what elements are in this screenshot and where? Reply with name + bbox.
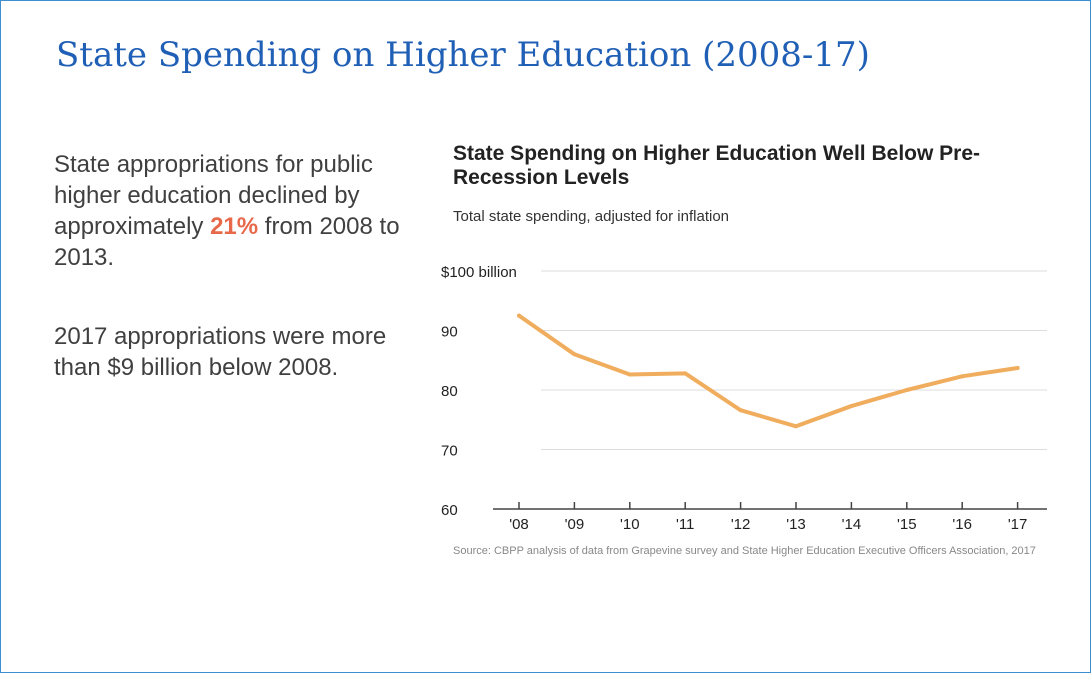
paragraph-appropriations-decline: State appropriations for public higher e… [54,149,426,273]
data-point [904,388,909,392]
x-tick-label: '14 [842,516,862,533]
x-tick-label: '09 [565,516,585,533]
x-tick-label: '13 [786,516,806,533]
x-tick-label: '10 [620,516,640,533]
x-tick-label: '08 [509,516,529,533]
data-point [627,372,632,377]
slide-title: State Spending on Higher Education (2008… [56,35,870,75]
data-point [683,371,688,376]
x-tick-label: '16 [952,516,972,533]
data-point [960,374,965,379]
data-point [794,424,798,429]
data-point [517,313,521,318]
data-point [849,404,854,409]
x-tick-label: '11 [676,516,694,533]
chart-source: Source: CBPP analysis of data from Grape… [453,545,1036,557]
data-point [572,352,577,357]
y-tick-label: 90 [441,324,458,341]
x-tick-label: '15 [897,516,917,533]
data-point [1015,365,1020,370]
series-line [517,313,1020,429]
x-tick-label: '12 [731,516,751,533]
data-point [738,408,743,413]
y-tick-label: 60 [441,502,458,519]
chart-subtitle: Total state spending, adjusted for infla… [453,208,730,225]
chart-title: State Spending on Higher Education Well … [453,142,980,189]
body-text: State appropriations for public higher e… [54,149,426,383]
paragraph-text-end: from 2008 to 2013. [54,213,400,271]
x-tick-label: '17 [1008,516,1028,533]
line-chart: 60 70 80 90 $100 billion '08 '09 '10 '11 '12 '13 '1… [441,264,1047,533]
y-tick-label: $100 billion [441,264,517,281]
decline-percent-highlight: 21% [210,213,259,240]
y-tick-label: 70 [441,443,458,460]
y-tick-label: 80 [441,383,458,400]
paragraph-text: State appropriations for public higher e… [54,151,373,240]
paragraph-2017-appropriations: 2017 appropriations were more than $9 bi… [54,323,387,381]
